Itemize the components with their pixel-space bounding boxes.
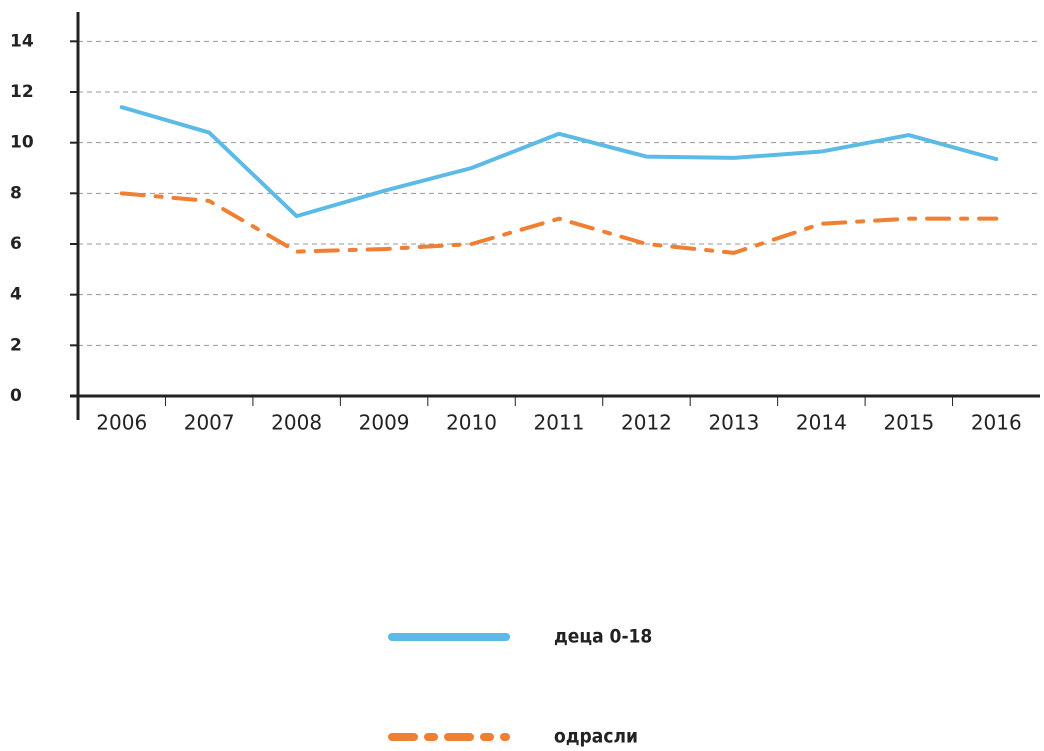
y-tick-label: 8 [10, 183, 22, 203]
line-series [119, 105, 999, 219]
y-tick-label: 10 [10, 133, 34, 153]
y-tick-label: 12 [10, 82, 34, 102]
legend-label: деца 0-18 [554, 626, 652, 648]
y-tick-label: 6 [10, 234, 22, 254]
line-series [119, 191, 999, 255]
x-tick-label: 2012 [621, 411, 672, 435]
x-tick-label: 2009 [359, 411, 410, 435]
x-tick-label: 2014 [796, 411, 847, 435]
y-tick-label: 2 [10, 335, 22, 355]
y-tick-label: 4 [10, 285, 22, 305]
x-tick-label: 2016 [971, 411, 1022, 435]
x-tick-label: 2008 [271, 411, 322, 435]
y-tick-label: 14 [10, 31, 34, 51]
x-tick-label: 2011 [534, 411, 585, 435]
x-tick-label: 2006 [96, 411, 147, 435]
x-tick-label: 2010 [446, 411, 497, 435]
x-tick-label: 2013 [708, 411, 759, 435]
y-tick-label: 0 [10, 386, 22, 406]
x-tick-label: 2015 [883, 411, 934, 435]
legend-label: одрасли [554, 726, 638, 748]
x-tick-label: 2007 [184, 411, 235, 435]
